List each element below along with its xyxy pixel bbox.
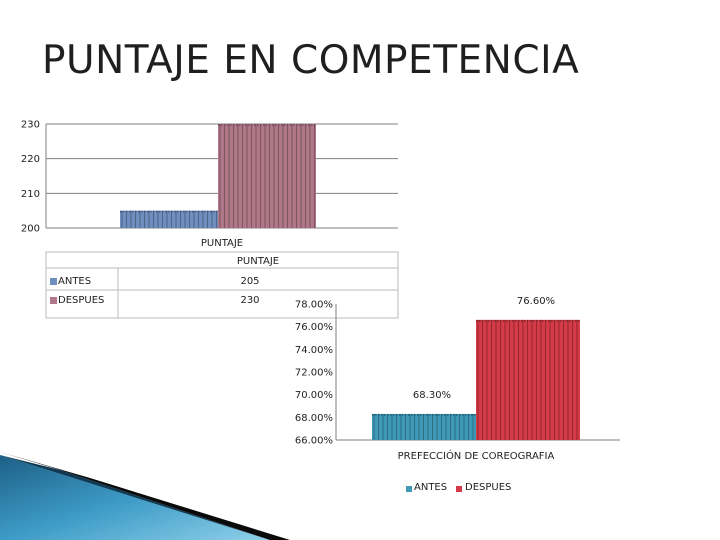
data-table-row-value: 230 [240,295,259,306]
legend-swatch-antes [406,486,412,492]
y-tick-label: 70.00% [295,390,333,401]
y-tick-label: 76.00% [295,322,333,333]
legend-swatch-despues [456,486,462,492]
bar-despues [218,124,316,228]
data-table-frame [45,251,399,319]
y-tick-label: 230 [21,120,40,131]
puntaje-chart: PUNTAJE PUNTAJE ANTES 205 DESPUES 230 20… [21,120,399,319]
legend-label-antes: ANTES [414,482,447,493]
y-tick-label: 72.00% [295,368,333,379]
bar-antes [120,210,218,228]
y-tick-label: 210 [21,189,40,200]
y-tick-label: 74.00% [295,345,333,356]
table-swatch-antes [50,278,57,285]
legend: ANTES DESPUES [406,482,511,493]
data-table-row-label: ANTES [58,276,91,287]
category-label: PREFECCIÓN DE COREOGRAFIA [398,449,555,462]
coreografia-chart: PREFECCIÓN DE COREOGRAFIA ANTES DESPUES … [295,296,620,493]
category-label: PUNTAJE [201,238,243,249]
y-tick-label: 68.00% [295,413,333,424]
y-tick-label: 220 [21,154,40,165]
data-label: 68.30% [413,390,451,401]
data-label: 76.60% [517,296,555,307]
data-table-header: PUNTAJE [237,256,279,267]
bar-despues [476,319,580,440]
bar-antes [372,413,476,440]
y-tick-label: 66.00% [295,436,333,447]
slide-title: PUNTAJE EN COMPETENCIA [42,38,580,83]
data-table-row-label: DESPUES [58,295,104,306]
table-swatch-despues [50,297,57,304]
corner-decoration [0,452,290,540]
legend-label-despues: DESPUES [465,482,511,493]
y-tick-label: 78.00% [295,300,333,311]
y-tick-label: 200 [21,224,40,235]
data-table-row-value: 205 [240,276,259,287]
